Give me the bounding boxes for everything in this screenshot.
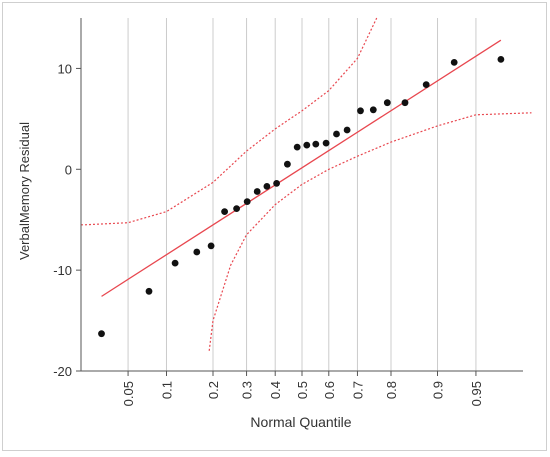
data-point-17 [333, 130, 340, 138]
data-point-4 [193, 248, 201, 256]
y-tick-label--10: -10 [53, 263, 72, 278]
data-point-19 [357, 107, 364, 115]
x-tick-label-0.6: 0.6 [322, 381, 337, 399]
y-axis-ticks: 10 0 -10 -20 [53, 61, 81, 379]
data-point-6 [221, 208, 229, 216]
y-axis-label: VerbalMemory Residual [17, 122, 32, 260]
data-point-18 [343, 126, 351, 134]
data-point-7 [233, 205, 241, 213]
data-point-8 [243, 198, 251, 206]
data-point-13 [293, 143, 301, 151]
data-points [98, 56, 505, 338]
x-axis-ticks: 0.05 0.1 0.2 0.3 0.4 0.5 0.6 0.7 0.8 0.9 0.95 [121, 371, 484, 406]
data-point-25 [497, 56, 505, 63]
data-point-23 [422, 81, 430, 88]
data-point-20 [369, 106, 377, 114]
data-point-2 [145, 287, 153, 295]
data-point-16 [322, 139, 330, 147]
fit-line-segment [101, 39, 502, 297]
data-point-15 [312, 140, 320, 148]
confidence-band-upper [81, 17, 378, 226]
data-point-5 [207, 242, 215, 250]
data-point-24 [450, 59, 458, 66]
data-point-10 [263, 183, 271, 190]
fit-line [101, 39, 502, 297]
y-tick-label-0: 0 [65, 162, 72, 177]
confidence-band [81, 17, 532, 351]
data-point-21 [383, 99, 391, 107]
y-tick-label-10: 10 [58, 61, 72, 76]
x-axis-label: Normal Quantile [250, 414, 351, 430]
x-tick-label-0.8: 0.8 [384, 381, 399, 399]
x-tick-label-0.5: 0.5 [295, 381, 310, 399]
data-point-11 [273, 180, 280, 187]
x-tick-label-0.1: 0.1 [159, 381, 174, 399]
y-tick-label--20: -20 [53, 364, 72, 379]
x-tick-label-0.2: 0.2 [206, 381, 221, 399]
data-point-22 [401, 99, 409, 107]
x-tick-label-0.9: 0.9 [431, 381, 446, 399]
data-point-12 [284, 160, 291, 168]
data-point-3 [171, 259, 179, 267]
confidence-band-lower [208, 112, 532, 351]
data-point-9 [253, 188, 261, 195]
x-tick-label-0.4: 0.4 [268, 381, 283, 399]
chart-frame: 10 0 -10 -20 0.05 0.1 0.2 0.3 0.4 0.5 0.6 0.7 0.8 0.… [2, 2, 547, 451]
normal-quantile-plot: 100-10-20 0.05 0.1 0.2 0.3 0.4 0.5 0.6 0.7 0.8 0.… [17, 17, 532, 430]
vertical-grid [127, 18, 477, 371]
x-tick-label-0.05: 0.05 [121, 381, 136, 406]
data-point-1 [98, 330, 105, 338]
data-point-14 [303, 141, 311, 149]
x-tick-label-0.3: 0.3 [240, 381, 255, 399]
x-tick-label-0.7: 0.7 [350, 381, 365, 399]
x-tick-label-0.95: 0.95 [469, 381, 484, 406]
